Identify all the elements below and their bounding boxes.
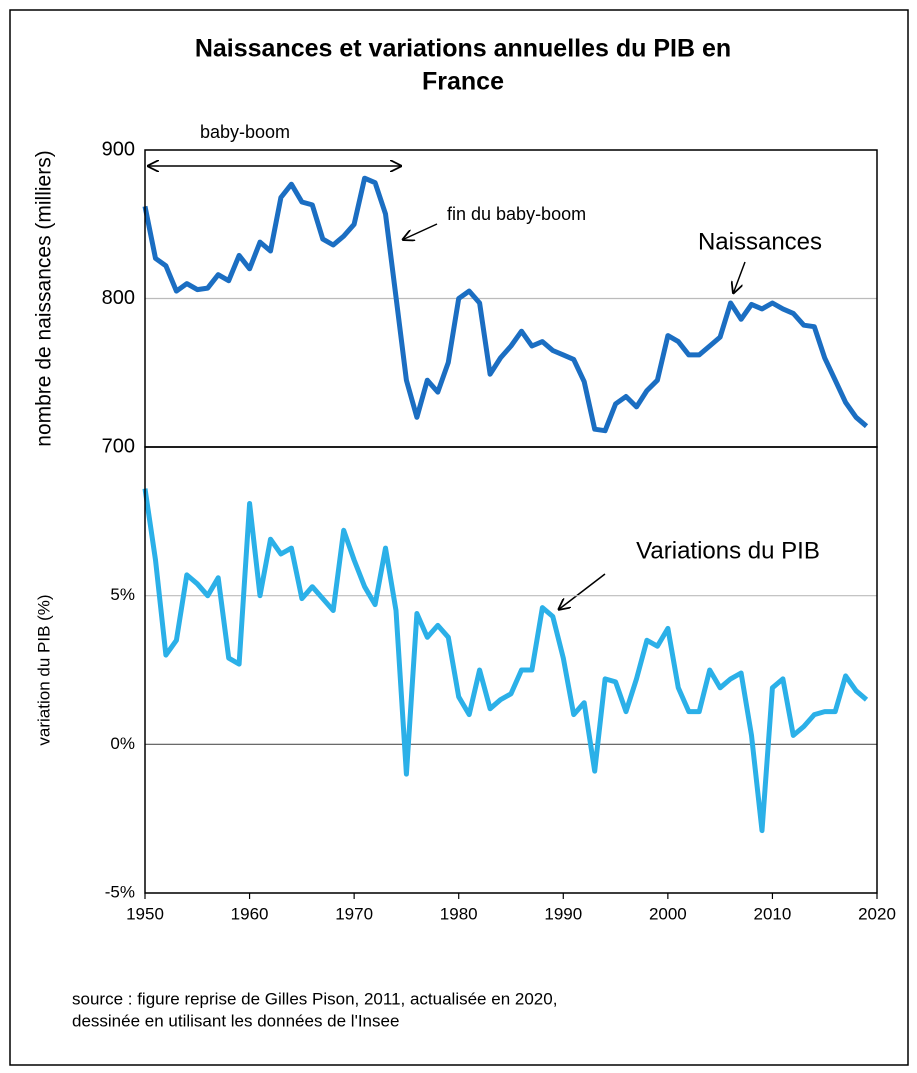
- x-tick-label: 1950: [126, 904, 164, 923]
- source: source : figure reprise de Gilles Pison,…: [72, 989, 557, 1008]
- x-tick-label: 2010: [754, 904, 792, 923]
- frame: [9, 9, 909, 1066]
- x-tick-label: 1960: [231, 904, 269, 923]
- y-tick-label: 700: [102, 435, 135, 457]
- annotation: baby-boom: [200, 122, 290, 142]
- arrow: [402, 223, 438, 240]
- x-tick-label: 1990: [544, 904, 582, 923]
- annotation: fin du baby-boom: [447, 204, 586, 224]
- data-line: [142, 175, 869, 434]
- data-line: [142, 488, 869, 834]
- y-axis-label: nombre de naissances (milliers): [33, 150, 56, 446]
- plot-frame: [144, 446, 878, 894]
- y-tick-label: 900: [102, 138, 135, 160]
- x-tick-label: 1970: [335, 904, 373, 923]
- annotation: Variations du PIB: [636, 537, 820, 564]
- x-tick-label: 2020: [858, 904, 896, 923]
- title: France: [422, 68, 504, 96]
- x-tick-label: 1980: [440, 904, 478, 923]
- annotation: Naissances: [698, 228, 822, 255]
- y-axis-label: variation du PIB (%): [34, 594, 53, 745]
- annotation-arrows: [147, 166, 746, 610]
- source: dessinée en utilisant les données de l'I…: [72, 1011, 399, 1030]
- arrow: [558, 573, 606, 610]
- y-tick-label: 0%: [110, 734, 135, 753]
- y-tick-label: 800: [102, 287, 135, 309]
- y-tick-label: -5%: [105, 882, 135, 901]
- title: Naissances et variations annuelles du PI…: [195, 35, 731, 63]
- y-tick-label: 5%: [110, 585, 135, 604]
- x-tick-label: 2000: [649, 904, 687, 923]
- arrow: [733, 261, 746, 294]
